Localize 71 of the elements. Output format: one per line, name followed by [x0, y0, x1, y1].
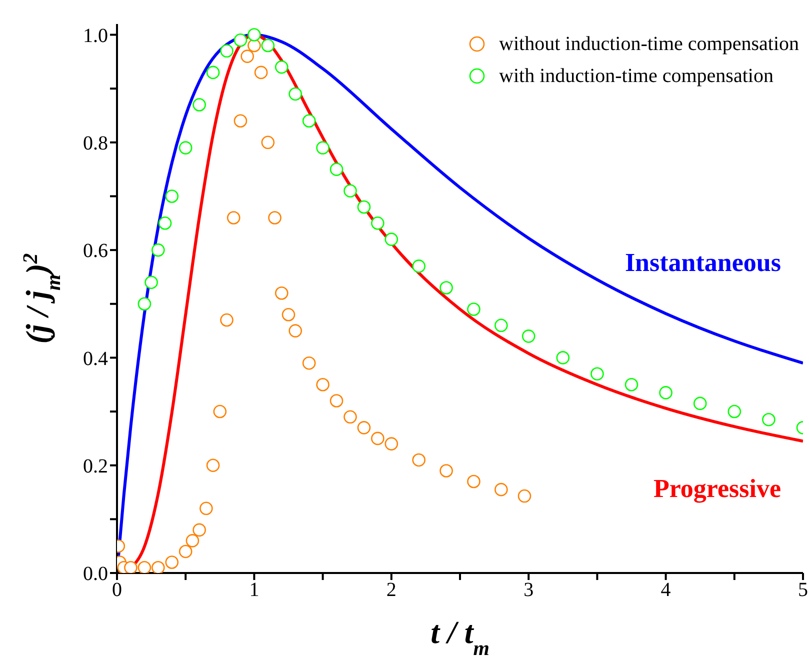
point: [158, 216, 172, 230]
point: [384, 232, 398, 246]
point: [440, 464, 453, 478]
point: [357, 421, 371, 434]
series-label: Progressive: [653, 474, 781, 504]
legend-label: with induction-time compensation: [499, 64, 774, 88]
point: [206, 458, 220, 472]
point: [494, 482, 508, 496]
x-tick-label: 3: [524, 579, 534, 602]
point: [248, 28, 261, 42]
point: [518, 489, 532, 503]
point: [165, 556, 179, 569]
point: [330, 394, 344, 408]
x-axis-title: t / t$_{m}$: [430, 614, 490, 660]
point: [288, 324, 302, 338]
point: [138, 560, 152, 573]
y-tick-label: 0.6: [83, 240, 108, 262]
point: [371, 216, 384, 230]
point: [728, 404, 742, 418]
point: [220, 313, 234, 327]
point: [316, 378, 330, 392]
y-tick-label: 1.0: [83, 24, 108, 47]
series-label: Instantaneous: [624, 248, 781, 278]
point: [357, 200, 371, 214]
point: [254, 66, 268, 80]
point: [220, 44, 234, 58]
point: [268, 211, 282, 224]
x-tick-label: 1: [249, 579, 260, 602]
point: [467, 474, 480, 488]
point: [261, 136, 275, 150]
point: [412, 260, 426, 273]
point: [302, 114, 316, 128]
point: [693, 396, 707, 410]
point: [192, 523, 206, 537]
point: [282, 308, 296, 322]
x-tick-label: 2: [386, 579, 396, 602]
point: [316, 141, 330, 154]
x-tick-label: 0: [112, 579, 122, 602]
y-tick-label: 0.8: [83, 132, 108, 155]
point: [200, 502, 213, 516]
point: [186, 534, 200, 548]
point: [226, 211, 240, 224]
point: [248, 38, 261, 52]
point: [234, 114, 248, 128]
y-tick-label: 0.0: [83, 563, 108, 586]
point: [330, 162, 344, 176]
point: [144, 276, 158, 290]
point: [288, 87, 302, 101]
x-tick-label: 4: [660, 579, 671, 602]
point: [261, 38, 275, 52]
y-tick-label: 0.2: [83, 455, 108, 478]
x-tick-label: 5: [798, 579, 808, 602]
point: [344, 184, 357, 198]
point: [124, 560, 138, 573]
point: [274, 60, 288, 74]
point: [344, 410, 357, 424]
y-tick-label: 0.4: [83, 348, 108, 370]
point: [206, 66, 220, 80]
point: [234, 33, 248, 47]
point: [213, 404, 227, 418]
point: [138, 297, 152, 311]
point: [274, 286, 288, 300]
point: [412, 453, 426, 467]
point: [152, 560, 165, 573]
point: [152, 243, 165, 257]
point: [240, 50, 254, 63]
point: [384, 437, 398, 450]
point: [371, 432, 384, 446]
legend-label: without induction-time compensation: [499, 32, 799, 56]
point: [178, 544, 192, 558]
point: [302, 356, 316, 370]
